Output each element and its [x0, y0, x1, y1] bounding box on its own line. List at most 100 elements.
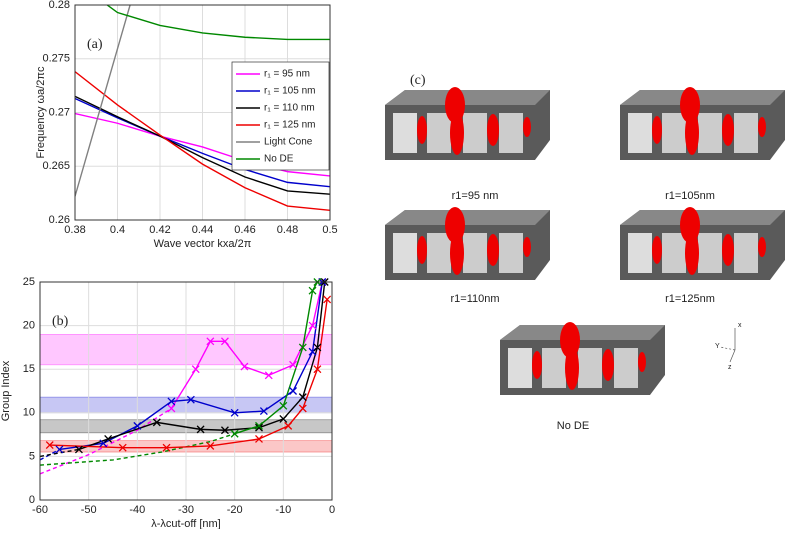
series-line	[78, 282, 326, 451]
marker	[313, 343, 322, 352]
x-tick-label: -40	[129, 504, 145, 516]
y-tick-label: 0.265	[42, 160, 70, 172]
marker	[191, 365, 200, 374]
x-tick-label: 0.44	[192, 224, 213, 236]
caption: r1=105nm	[665, 190, 715, 202]
legend-label: r₁ = 105 nm	[264, 86, 315, 97]
marker	[323, 295, 332, 304]
y-tick-label: 20	[23, 320, 35, 332]
legend-label: r₁ = 95 nm	[264, 69, 310, 80]
series-line	[75, 71, 330, 212]
marker	[313, 365, 322, 374]
x-tick-label: -50	[81, 504, 97, 516]
x-tick-label: 0.48	[277, 224, 298, 236]
marker	[220, 337, 229, 346]
axis-label: x	[738, 322, 742, 329]
marker	[74, 445, 83, 454]
marker	[206, 337, 215, 346]
panel-label: (c)	[410, 73, 426, 88]
caption: r1=125nm	[665, 293, 715, 305]
structure-image	[620, 87, 785, 160]
y-tick-label: 0.28	[49, 0, 70, 11]
plot-frame	[74, 4, 331, 221]
marker	[279, 414, 288, 423]
marker	[186, 395, 195, 404]
legend-label: Light Cone	[264, 137, 313, 148]
caption: No DE	[557, 420, 589, 432]
series-line	[106, 5, 330, 41]
marker	[167, 404, 176, 413]
legend-label: r₁ = 110 nm	[264, 103, 315, 114]
caption: r1=95 nm	[452, 190, 499, 202]
x-tick-label: 0	[329, 504, 335, 516]
series-line	[75, 97, 330, 188]
x-tick-label: -20	[227, 504, 243, 516]
structure-image	[385, 87, 550, 160]
marker	[284, 421, 293, 430]
axis-label: z	[728, 364, 732, 371]
marker	[298, 404, 307, 413]
marker	[298, 343, 307, 352]
marker	[167, 397, 176, 406]
y-tick-label: 0	[29, 494, 35, 506]
y-tick-label: 0.275	[42, 53, 70, 65]
marker	[289, 360, 298, 369]
structure-image	[385, 207, 550, 280]
series-line	[75, 112, 330, 177]
marker	[289, 387, 298, 395]
series-line	[75, 5, 131, 197]
x-tick-label: 0.38	[64, 224, 85, 236]
marker	[133, 421, 142, 430]
marker	[220, 426, 229, 435]
marker	[264, 371, 273, 380]
y-tick-label: 0.26	[49, 214, 70, 226]
x-tick-label: 0.46	[234, 224, 255, 236]
marker	[308, 286, 317, 295]
y-tick-label: 25	[23, 276, 35, 288]
marker	[298, 393, 307, 402]
x-tick-label: 0.4	[110, 224, 125, 236]
x-tick-label: -30	[178, 504, 194, 516]
legend-label: r₁ = 125 nm	[264, 120, 315, 131]
marker	[55, 445, 64, 454]
y-tick-label: 0.27	[49, 106, 70, 118]
series-line	[40, 433, 235, 466]
x-tick-label: -60	[32, 504, 48, 516]
marker	[259, 407, 268, 416]
marker	[308, 321, 317, 330]
caption: r1=110nm	[450, 293, 499, 305]
x-axis-label: λ-λcut-off [nm]	[151, 518, 220, 529]
plot-area	[75, 5, 330, 212]
y-axis-label: Frequency ωa/2πc	[35, 66, 47, 158]
x-axis-label: Wave vector kxa/2π	[154, 238, 252, 250]
marker	[152, 418, 161, 427]
marker	[255, 435, 263, 443]
marker	[230, 429, 239, 438]
legend-label: No DE	[264, 154, 294, 165]
plot-frame	[39, 281, 333, 501]
series-line	[40, 448, 60, 461]
panel-label: (b)	[52, 314, 69, 329]
y-tick-label: 15	[23, 363, 35, 375]
marker	[162, 443, 171, 452]
marker	[255, 421, 263, 430]
x-tick-label: 0.5	[322, 224, 337, 236]
series-line	[75, 95, 330, 195]
structure-image	[500, 322, 665, 395]
marker	[196, 425, 205, 434]
y-tick-label: 5	[29, 450, 35, 462]
marker	[104, 435, 113, 443]
y-tick-label: 10	[23, 407, 35, 419]
marker	[206, 441, 215, 450]
marker	[279, 401, 288, 410]
marker	[255, 423, 263, 432]
marker	[45, 441, 54, 450]
marker	[240, 362, 249, 371]
panel-label: (a)	[87, 37, 103, 52]
x-tick-label: -10	[275, 504, 291, 516]
axis-triad	[719, 328, 736, 363]
axis-label: Y	[715, 343, 720, 350]
legend-box	[231, 61, 330, 171]
x-tick-label: 0.42	[149, 224, 170, 236]
